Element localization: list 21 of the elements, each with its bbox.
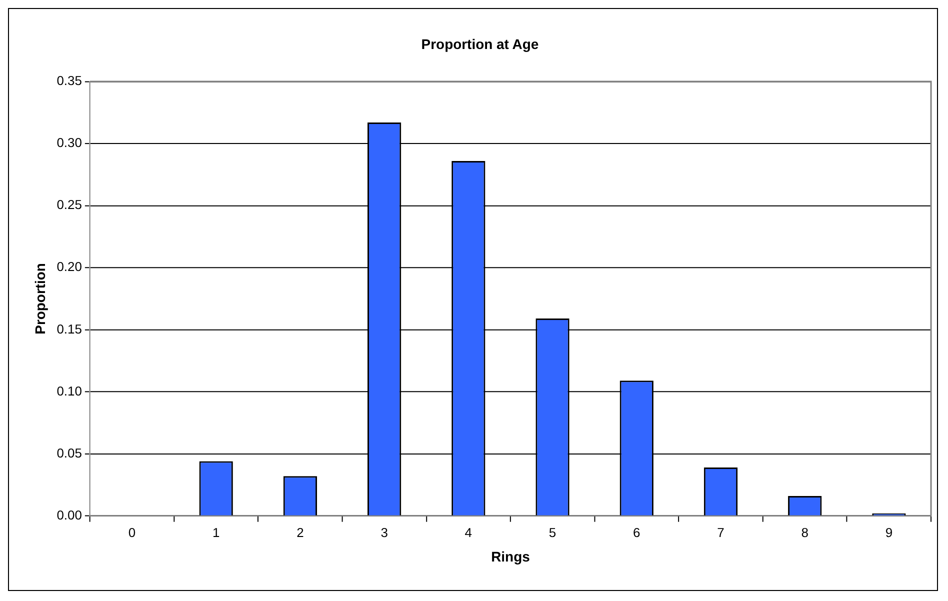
x-tick-label: 4 — [464, 525, 472, 540]
x-tick-label: 7 — [717, 525, 724, 540]
chart-title: Proportion at Age — [421, 36, 539, 52]
x-tick-label: 5 — [548, 525, 556, 540]
y-tick-label: 0.00 — [56, 507, 82, 522]
y-tick-label: 0.20 — [56, 259, 82, 274]
x-axis-title: Rings — [491, 548, 530, 565]
y-tick-label: 0.15 — [56, 321, 82, 336]
x-tick-label: 9 — [885, 525, 893, 540]
x-tick-label: 1 — [212, 525, 220, 540]
y-tick-label: 0.10 — [56, 383, 82, 398]
y-tick-label: 0.05 — [56, 445, 82, 460]
y-axis-title: Proportion — [32, 263, 48, 334]
x-tick-label: 0 — [128, 525, 136, 540]
x-tick-label: 8 — [801, 525, 808, 540]
y-tick-label: 0.35 — [56, 73, 82, 88]
x-tick-label: 3 — [380, 525, 388, 540]
x-tick-label: 6 — [633, 525, 640, 540]
x-tick-label: 2 — [296, 525, 304, 540]
y-tick-label: 0.25 — [56, 197, 82, 212]
y-tick-label: 0.30 — [56, 135, 82, 150]
